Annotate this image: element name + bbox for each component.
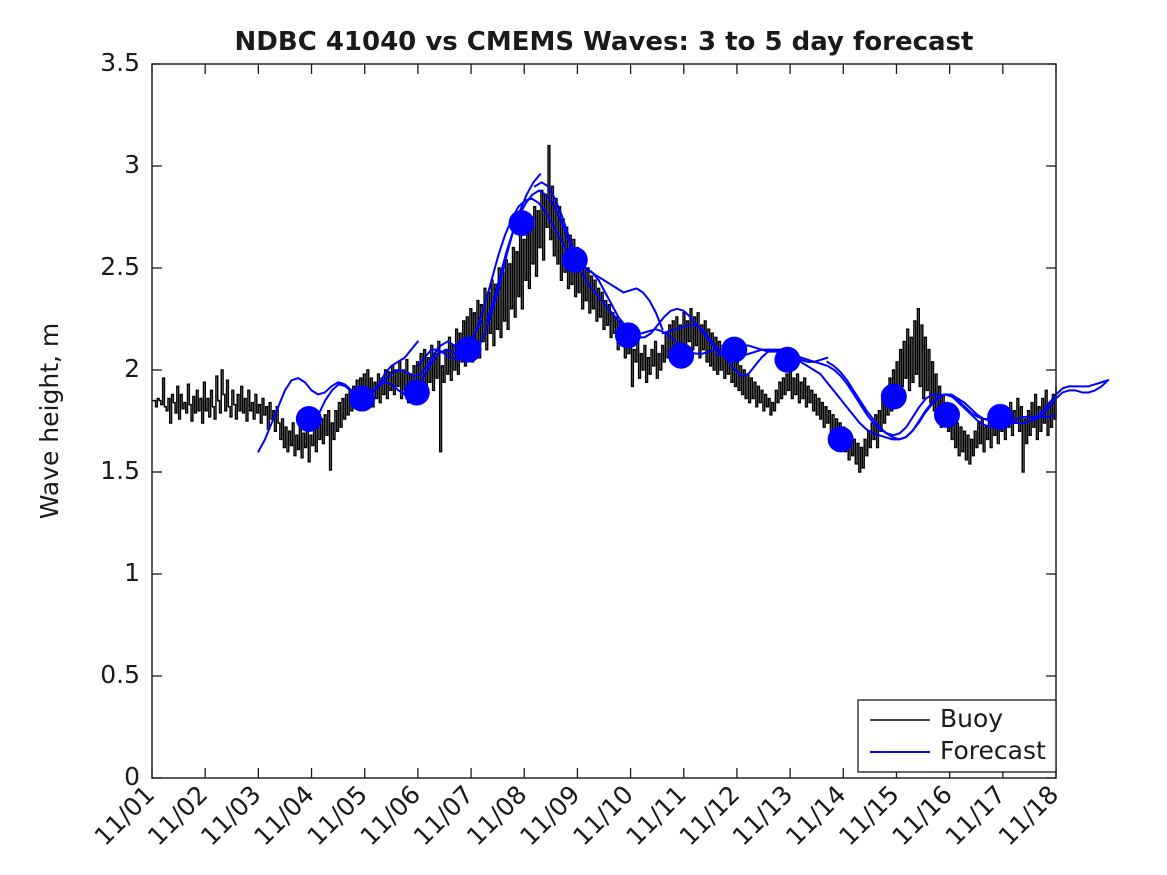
x-tick-label: 11/05: [301, 780, 372, 851]
y-tick-label: 0.5: [100, 660, 140, 689]
forecast-start-marker: [349, 385, 376, 412]
x-tick-label: 11/02: [142, 780, 213, 851]
x-tick-label: 11/12: [674, 780, 745, 851]
forecast-start-marker: [508, 210, 535, 237]
forecast-start-marker: [933, 401, 960, 428]
forecast-start-marker: [827, 426, 854, 453]
forecast-series-path: [257, 340, 419, 453]
x-tick-label: 11/06: [355, 780, 426, 851]
forecast-start-marker: [403, 379, 430, 406]
x-tick-label: 11/16: [886, 780, 957, 851]
forecast-start-marker: [987, 403, 1014, 430]
y-tick-label: 3: [124, 150, 140, 179]
forecast-start-marker: [455, 336, 482, 363]
chart-title: NDBC 41040 vs CMEMS Waves: 3 to 5 day fo…: [235, 27, 974, 57]
forecast-series-path: [996, 379, 1110, 425]
forecast-start-marker: [668, 342, 695, 369]
forecast-start-marker: [721, 336, 748, 363]
x-tick-label: 11/11: [621, 780, 692, 851]
x-tick-label: 11/10: [567, 780, 638, 851]
buoy-series-path: [152, 144, 1057, 473]
y-tick-label: 2.5: [100, 252, 140, 281]
x-tick-label: 11/07: [408, 780, 479, 851]
x-tick-label: 11/15: [833, 780, 904, 851]
y-tick-label: 1.5: [100, 456, 140, 485]
x-tick-label: 11/17: [940, 780, 1011, 851]
legend-label-buoy: Buoy: [940, 704, 1003, 733]
forecast-start-marker: [880, 383, 907, 410]
data-series-group: [152, 144, 1110, 473]
forecast-start-marker: [774, 346, 801, 373]
x-tick-label: 11/03: [195, 780, 266, 851]
forecast-start-marker: [295, 405, 322, 432]
x-tick-label: 11/18: [993, 780, 1064, 851]
y-axis-label: Wave height, m: [35, 323, 64, 520]
legend-box: [857, 699, 1057, 773]
x-tick-label: 11/14: [780, 780, 851, 851]
x-tick-label: 11/04: [248, 780, 319, 851]
y-tick-label: 0: [124, 762, 140, 791]
forecast-series-path: [884, 393, 1057, 441]
forecast-marker-group: [295, 210, 1014, 453]
x-tick-label: 11/08: [461, 780, 532, 851]
forecast-start-marker: [561, 246, 588, 273]
chart-legend: Buoy Forecast: [857, 699, 1057, 773]
y-tick-label: 1: [124, 558, 140, 587]
legend-label-forecast: Forecast: [940, 736, 1046, 765]
x-tick-label: 11/13: [727, 780, 798, 851]
forecast-start-marker: [614, 322, 641, 349]
plot-frame: [151, 63, 1057, 779]
y-tick-label: 2: [124, 354, 140, 383]
x-tick-label: 11/09: [514, 780, 585, 851]
forecast-series-path: [310, 320, 483, 429]
y-tick-label: 3.5: [100, 48, 140, 77]
y-axis-ticks: 0 0.5 1 1.5 2 2.5 3 3.5: [100, 48, 1056, 791]
